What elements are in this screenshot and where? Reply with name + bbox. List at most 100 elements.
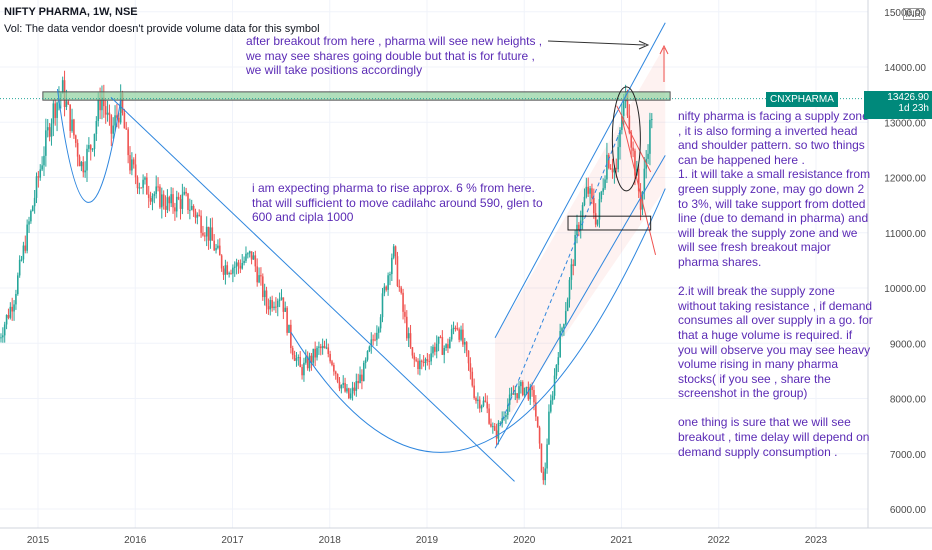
candle-body <box>477 399 479 402</box>
candle-body <box>280 297 283 300</box>
candle-body <box>473 385 475 398</box>
candle-body <box>419 360 421 370</box>
candle-body <box>99 99 101 111</box>
candle-body <box>108 112 111 116</box>
candle-body <box>523 387 526 396</box>
candle-body <box>348 388 350 399</box>
candle-body <box>117 117 120 123</box>
candle-body <box>168 197 171 204</box>
candle-body <box>333 364 335 372</box>
candle-body <box>7 315 10 318</box>
candle-body <box>514 393 517 395</box>
candle-body <box>561 328 563 332</box>
chart-title: NIFTY PHARMA, 1W, NSE <box>4 6 138 18</box>
candle-body <box>555 364 558 376</box>
x-tick-label: 2023 <box>805 535 828 546</box>
candle-body <box>89 145 92 150</box>
candle-body <box>404 311 406 317</box>
candle-body <box>437 336 440 344</box>
candle-body <box>497 422 500 439</box>
candle-body <box>237 262 240 266</box>
candle-body <box>103 97 105 107</box>
candle-body <box>114 115 116 126</box>
candle-body <box>435 343 438 352</box>
candle-body <box>557 357 560 365</box>
candle-body <box>381 293 384 318</box>
candle-body <box>520 382 522 387</box>
candle-body <box>454 327 457 329</box>
candle-body <box>256 266 258 283</box>
candle-body <box>48 127 51 137</box>
candle-body <box>233 266 236 268</box>
candle-body <box>480 405 483 409</box>
candle-body <box>486 401 489 409</box>
candle-body <box>606 154 608 180</box>
candle-body <box>411 347 414 356</box>
bar-countdown: 1d 23h <box>898 103 929 114</box>
candle-body <box>379 317 382 329</box>
candle-body <box>417 360 419 370</box>
candle-body <box>110 115 113 134</box>
candle-body <box>26 224 28 251</box>
candle-body <box>445 344 447 349</box>
candle-body <box>521 382 524 396</box>
candle-body <box>632 147 634 151</box>
candle-body <box>482 400 485 406</box>
candle-body <box>250 251 253 260</box>
candle-body <box>503 417 505 419</box>
candle-body <box>134 164 137 178</box>
candle-body <box>166 197 169 210</box>
candle-body <box>553 375 556 396</box>
candle-body <box>538 427 541 444</box>
candle-body <box>469 363 472 372</box>
candle-body <box>413 355 416 360</box>
candle-body <box>0 337 2 339</box>
candle-body <box>542 471 545 481</box>
candle-body <box>37 176 40 178</box>
candle-body <box>88 145 90 149</box>
candle-body <box>626 91 629 116</box>
candle-body <box>359 374 361 384</box>
candle-body <box>495 430 498 439</box>
candle-body <box>271 300 273 309</box>
y-tick-label: 7000.00 <box>890 450 927 461</box>
annotation-top: after breakout from here , pharma will s… <box>246 34 543 78</box>
y-tick-label: 15000.00 <box>884 8 926 19</box>
candle-body <box>121 93 124 113</box>
candle-body <box>572 264 575 266</box>
candle-body <box>267 306 270 310</box>
candle-body <box>284 307 287 312</box>
candle-body <box>465 342 468 351</box>
candle-body <box>357 381 359 384</box>
currency-badge[interactable]: INR <box>902 8 924 20</box>
last-price-value: 13426.90 <box>887 92 929 103</box>
candle-body <box>194 211 197 218</box>
candle-body <box>35 176 38 198</box>
annotation-right-line: 1. it will take a small resistance from … <box>678 167 871 269</box>
candle-body <box>579 220 582 231</box>
candle-body <box>11 306 13 312</box>
candle-body <box>45 130 47 156</box>
candle-body <box>278 299 281 301</box>
candle-body <box>93 133 96 149</box>
candle-body <box>181 194 184 209</box>
candle-body <box>406 316 408 339</box>
x-tick-label: 2018 <box>319 535 342 546</box>
candle-body <box>131 159 133 171</box>
candle-body <box>286 307 288 333</box>
candle-body <box>368 346 371 352</box>
x-tick-label: 2021 <box>610 535 633 546</box>
candle-body <box>20 259 23 261</box>
y-tick-label: 13000.00 <box>884 118 926 129</box>
candle-body <box>15 294 17 305</box>
candle-body <box>95 121 98 134</box>
candle-body <box>450 329 453 340</box>
symbol-label: CNXPHARMA <box>766 92 838 107</box>
candle-body <box>52 103 55 124</box>
candle-body <box>598 199 601 220</box>
candle-body <box>187 193 189 210</box>
candle-body <box>56 102 58 118</box>
candle-body <box>604 179 606 189</box>
